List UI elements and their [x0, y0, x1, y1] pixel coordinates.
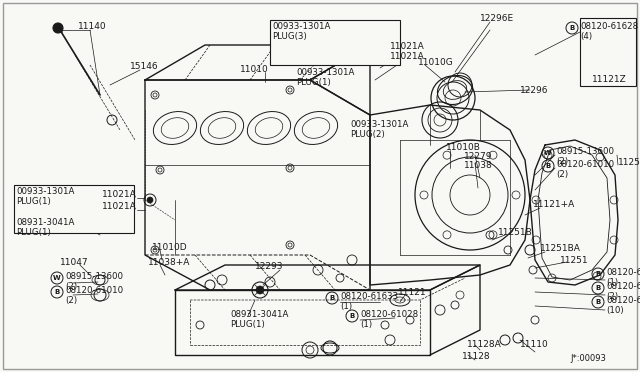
- Text: (10): (10): [606, 306, 623, 315]
- Text: 12279: 12279: [464, 152, 493, 161]
- Text: 11021A: 11021A: [102, 190, 137, 199]
- Text: 08120-61633: 08120-61633: [340, 292, 398, 301]
- Text: 08120-61010: 08120-61010: [65, 286, 123, 295]
- Text: (1): (1): [606, 278, 618, 287]
- Text: 00933-1301A
PLUG(1): 00933-1301A PLUG(1): [296, 68, 355, 87]
- Text: 08120-61010: 08120-61010: [556, 160, 614, 169]
- Circle shape: [147, 197, 153, 203]
- Text: B: B: [570, 25, 575, 31]
- Text: 08120-62228: 08120-62228: [606, 282, 640, 291]
- Text: 11251: 11251: [560, 256, 589, 265]
- Text: B: B: [595, 285, 600, 291]
- Text: 11021A: 11021A: [102, 202, 137, 211]
- Text: (1): (1): [340, 302, 352, 311]
- Text: 08915-13600: 08915-13600: [556, 147, 614, 156]
- Text: 08915-13600: 08915-13600: [65, 272, 123, 281]
- Text: 12296: 12296: [520, 86, 548, 95]
- Text: 00933-1301A
PLUG(1): 00933-1301A PLUG(1): [16, 187, 74, 206]
- Text: (1): (1): [360, 320, 372, 329]
- Bar: [14, 185, 134, 233]
- Text: 08931-3041A
PLUG(1): 08931-3041A PLUG(1): [16, 218, 74, 237]
- Text: B: B: [595, 299, 600, 305]
- Text: 11251N: 11251N: [618, 158, 640, 167]
- Text: (2): (2): [65, 296, 77, 305]
- Text: 11251BA: 11251BA: [540, 244, 581, 253]
- Text: 08120-62028: 08120-62028: [606, 268, 640, 277]
- Text: (2): (2): [556, 170, 568, 179]
- Text: B: B: [349, 313, 355, 319]
- Text: B: B: [545, 163, 550, 169]
- Text: 11010B: 11010B: [446, 143, 481, 152]
- Text: B: B: [595, 271, 600, 277]
- Text: W: W: [53, 275, 61, 281]
- Text: (2): (2): [556, 157, 568, 166]
- Text: 11128A: 11128A: [467, 340, 502, 349]
- Text: 11128: 11128: [462, 352, 491, 361]
- Bar: [580, 18, 636, 86]
- Text: 11038+A: 11038+A: [148, 258, 190, 267]
- Text: 11038: 11038: [464, 161, 493, 170]
- Text: (2): (2): [65, 282, 77, 291]
- Text: B: B: [330, 295, 335, 301]
- Text: 11021A: 11021A: [390, 52, 425, 61]
- Circle shape: [53, 23, 63, 33]
- Text: 12296E: 12296E: [480, 14, 514, 23]
- Text: 08120-61228: 08120-61228: [606, 296, 640, 305]
- Text: (4): (4): [580, 32, 592, 41]
- Text: 11121+A: 11121+A: [533, 200, 575, 209]
- Bar: [270, 20, 400, 65]
- Text: 11010D: 11010D: [152, 243, 188, 252]
- Text: 11010: 11010: [240, 65, 269, 74]
- Text: 11047: 11047: [60, 258, 88, 267]
- Text: 12293: 12293: [255, 262, 284, 271]
- Text: 00933-1301A
PLUG(3): 00933-1301A PLUG(3): [272, 22, 330, 41]
- Text: B: B: [54, 289, 60, 295]
- Circle shape: [256, 286, 264, 294]
- Text: (2): (2): [606, 292, 618, 301]
- Text: 15146: 15146: [130, 62, 159, 71]
- Text: 11251B: 11251B: [498, 228, 532, 237]
- Text: 11021A: 11021A: [390, 42, 425, 51]
- Text: 08120-61028: 08120-61028: [360, 310, 418, 319]
- Text: 11110: 11110: [520, 340, 548, 349]
- Text: 08120-61628: 08120-61628: [580, 22, 638, 31]
- Text: J*:00093: J*:00093: [570, 354, 606, 363]
- Text: 08931-3041A
PLUG(1): 08931-3041A PLUG(1): [230, 310, 289, 329]
- Text: 00933-1301A
PLUG(2): 00933-1301A PLUG(2): [350, 120, 408, 140]
- Text: 11121: 11121: [398, 288, 427, 297]
- Text: 11140: 11140: [78, 22, 107, 31]
- Text: W: W: [544, 150, 552, 156]
- Text: 11121Z: 11121Z: [592, 75, 627, 84]
- Text: 11010G: 11010G: [418, 58, 454, 67]
